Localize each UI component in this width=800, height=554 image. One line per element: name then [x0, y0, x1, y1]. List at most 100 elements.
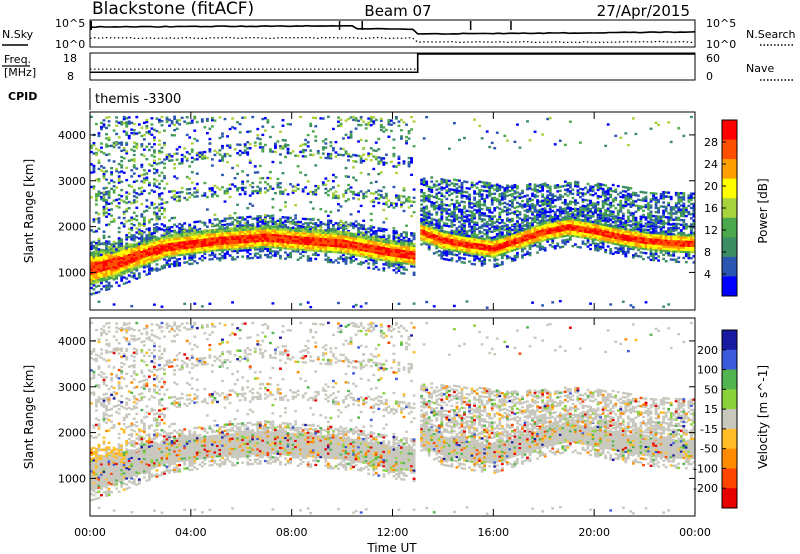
power-cell	[236, 143, 240, 146]
power-cell	[97, 192, 101, 195]
power-cell	[258, 239, 262, 243]
power-cell	[107, 252, 111, 255]
power-cell	[485, 240, 489, 243]
power-cell	[153, 171, 156, 175]
power-cell	[478, 236, 482, 239]
power-cell	[193, 115, 197, 119]
power-cell	[289, 241, 292, 244]
power-cell	[125, 117, 129, 120]
power-cell	[90, 270, 93, 273]
power-cell	[95, 147, 98, 150]
power-cell	[115, 273, 119, 276]
power-cell	[546, 210, 550, 214]
power-cell	[473, 223, 476, 226]
power-cell	[117, 177, 121, 180]
power-cell	[392, 231, 396, 235]
power-cell	[420, 237, 424, 240]
power-cell	[339, 118, 343, 122]
power-cell	[165, 249, 169, 252]
power-cell	[256, 222, 260, 226]
power-cell	[528, 235, 532, 238]
power-cell	[284, 219, 287, 223]
power-cell	[510, 184, 514, 188]
power-cell	[505, 240, 509, 244]
power-cell	[354, 258, 358, 261]
power-cell	[357, 198, 361, 201]
power-cell	[221, 240, 224, 243]
power-cell	[125, 195, 129, 198]
power-cell	[102, 274, 106, 278]
power-cell	[284, 232, 287, 236]
power-cell	[115, 246, 119, 249]
power-cell	[150, 133, 154, 136]
power-cell	[553, 226, 557, 229]
power-cell	[90, 185, 93, 189]
power-cell	[271, 225, 275, 228]
power-cell	[498, 249, 502, 252]
power-cell	[379, 254, 383, 257]
power-cell	[326, 115, 330, 119]
power-cell	[147, 183, 151, 187]
power-cell	[304, 138, 308, 142]
power-cell	[548, 244, 552, 247]
power-cell	[374, 251, 378, 254]
power-cell	[160, 120, 164, 123]
power-cell	[329, 141, 333, 144]
power-cell	[276, 227, 280, 231]
power-cell	[518, 194, 522, 198]
power-cell	[256, 237, 260, 241]
power-cell	[521, 224, 524, 228]
power-cell	[258, 220, 262, 223]
power-cell	[163, 232, 166, 235]
power-cell	[379, 250, 383, 253]
power-cell	[120, 271, 124, 274]
power-cell	[425, 236, 429, 240]
power-cell	[483, 241, 487, 245]
power-cell	[493, 188, 497, 191]
power-cell	[536, 217, 540, 221]
power-cell	[387, 205, 391, 208]
power-cell	[127, 159, 131, 162]
power-cell	[100, 279, 103, 283]
power-cell	[178, 247, 182, 250]
power-cell	[193, 117, 197, 120]
power-cell	[145, 261, 149, 264]
power-cell	[238, 220, 242, 223]
power-cell	[233, 148, 237, 151]
power-cell	[112, 255, 116, 258]
power-cell	[453, 232, 456, 236]
power-cell	[274, 246, 277, 249]
power-cell	[304, 234, 308, 237]
power-cell	[115, 264, 119, 268]
power-cell	[440, 192, 444, 195]
power-cell	[518, 238, 522, 242]
power-cell	[233, 218, 237, 222]
power-cell	[473, 246, 476, 249]
nave-series-line	[90, 53, 695, 70]
power-cell	[309, 238, 313, 242]
power-cell	[205, 242, 209, 245]
power-cell	[326, 227, 330, 231]
power-cell	[384, 242, 388, 246]
power-cell	[256, 189, 260, 193]
power-cell	[538, 190, 542, 193]
power-cell	[372, 255, 376, 258]
power-cell	[395, 117, 398, 120]
power-cell	[276, 246, 280, 249]
power-cell	[339, 251, 343, 254]
power-cell	[334, 228, 338, 231]
power-cell	[107, 259, 111, 262]
power-cell	[493, 215, 497, 218]
power-cell	[163, 207, 166, 211]
power-cell	[526, 214, 529, 218]
power-cell	[553, 245, 557, 248]
power-cell	[468, 250, 471, 253]
power-cell	[546, 230, 550, 233]
power-cell	[150, 154, 154, 157]
power-cell	[478, 241, 482, 244]
power-cell	[105, 272, 108, 275]
power-cell	[510, 241, 514, 244]
power-cell	[183, 302, 187, 306]
power-cell	[382, 242, 386, 245]
power-cell	[90, 262, 93, 265]
